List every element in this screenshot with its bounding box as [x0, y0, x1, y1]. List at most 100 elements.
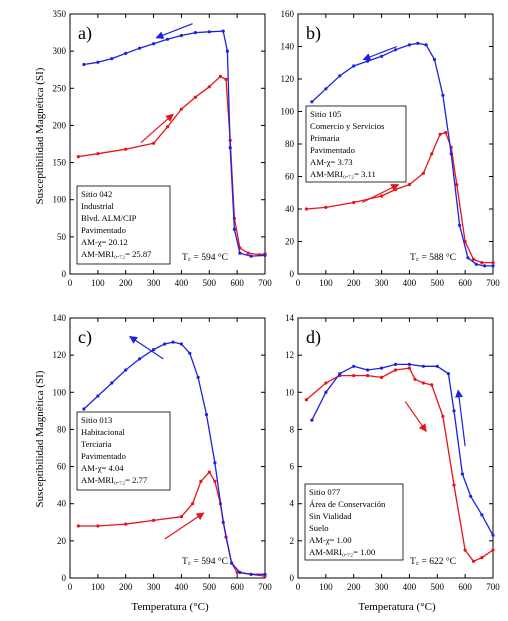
cooling-point [110, 57, 114, 61]
heating-point [421, 381, 425, 385]
heating-point [366, 374, 370, 378]
curie-temperature: T꜀ = 588 °C [410, 252, 456, 263]
y-tick-label: 300 [53, 46, 67, 56]
heating-arrow [164, 512, 205, 540]
heating-point [452, 483, 456, 487]
info-line: Pavimentado [81, 451, 126, 461]
panel-d: 0 100 200 300 400 500 600 700 0 2 4 6 8 10 12 14 d) Sitio… [285, 313, 500, 592]
cooling-point [165, 37, 170, 41]
heating-point [324, 205, 328, 209]
cooling-point [188, 351, 192, 355]
curie-temperature: T꜀ = 594 °C [182, 252, 228, 263]
heating-point [193, 95, 197, 99]
y-tick-label: 10 [285, 387, 295, 397]
y-tick-label: 40 [285, 204, 295, 214]
y-axis-label-bottom: Susceptibilidad Magnética (SI) [34, 370, 46, 508]
cooling-point [324, 87, 328, 91]
heating-point [246, 251, 250, 255]
x-axis-label-left: Temperatura (°C) [131, 601, 209, 613]
cooling-point [138, 46, 142, 50]
heating-point [179, 515, 183, 519]
heating-point [480, 261, 484, 265]
x-tick-label: 300 [375, 278, 389, 288]
heating-point [96, 524, 100, 528]
cooling-point [491, 533, 495, 537]
cooling-point [424, 43, 428, 47]
x-tick-label: 300 [375, 582, 389, 592]
info-box [305, 105, 407, 183]
y-tick-label: 100 [53, 387, 67, 397]
info-line: AM-χ= 20.12 [81, 237, 128, 247]
info-line: Terciaria [81, 439, 112, 449]
y-tick-label: 120 [53, 350, 67, 360]
x-tick-label: 0 [296, 278, 301, 288]
cooling-point [82, 62, 86, 67]
cooling-point [249, 254, 253, 258]
cooling-point [393, 362, 398, 366]
heating-point [207, 85, 211, 89]
y-tick-label: 350 [53, 9, 67, 19]
panel-label: b) [306, 23, 321, 44]
cooling-point [352, 64, 356, 68]
x-tick-label: 400 [175, 278, 189, 288]
heating-point [152, 141, 156, 145]
heating-point [430, 152, 434, 156]
heating-point [380, 375, 384, 379]
info-line: Sitio 105 [310, 109, 341, 119]
cooling-arrow [455, 389, 466, 447]
heating-point [213, 479, 217, 483]
y-tick-label: 140 [53, 313, 67, 323]
y-tick-label: 120 [281, 74, 295, 84]
plot-frame [297, 317, 494, 579]
cooling-curve [311, 42, 493, 267]
cooling-point [82, 407, 86, 411]
heating-point [96, 152, 100, 156]
cooling-point [338, 74, 342, 78]
x-tick-label: 100 [319, 278, 333, 288]
x-tick-label: 600 [230, 278, 244, 288]
x-tick-label: 100 [91, 582, 105, 592]
cooling-point [460, 472, 464, 476]
cooling-point [491, 264, 495, 268]
x-tick-label: 0 [68, 582, 73, 592]
cooling-point [446, 372, 450, 376]
heating-point [407, 366, 411, 370]
cooling-point [152, 348, 156, 352]
heating-curve [78, 75, 266, 256]
heating-point [393, 187, 398, 192]
plot-frame [69, 317, 266, 579]
x-tick-label: 600 [230, 582, 244, 592]
heating-point [218, 74, 222, 78]
cooling-point [221, 520, 225, 524]
info-line: AM-χ= 4.04 [81, 463, 124, 473]
y-tick-label: 14 [285, 313, 295, 323]
x-tick-label: 200 [347, 278, 361, 288]
heating-point [480, 556, 484, 560]
heating-point [471, 559, 476, 563]
cooling-point [124, 368, 128, 372]
y-tick-label: 100 [53, 195, 67, 205]
cooling-point [407, 362, 411, 366]
x-tick-label: 200 [347, 582, 361, 592]
panel-c: 0 100 200 300 400 500 600 700 0 20 40 60 80 100 120 140… [53, 313, 273, 592]
x-tick-label: 100 [91, 278, 105, 288]
heating-point [407, 183, 411, 187]
y-tick-label: 2 [290, 536, 295, 546]
info-line: Comercio y Servicios [310, 121, 385, 131]
curie-temperature: T꜀ = 594 °C [182, 556, 228, 567]
cooling-point [449, 152, 453, 156]
info-line: Sitio 042 [81, 189, 112, 199]
heating-point [304, 207, 308, 211]
y-axis-label-top: Susceptibilidad Magnética (SI) [34, 67, 46, 205]
cooling-point [232, 227, 236, 231]
cooling-point [452, 409, 456, 413]
y-tick-label: 50 [57, 232, 67, 242]
cooling-point [249, 572, 253, 576]
heating-point [124, 147, 128, 151]
x-tick-label: 500 [431, 582, 445, 592]
cooling-point [432, 57, 437, 62]
x-tick-label: 400 [403, 582, 417, 592]
x-tick-label: 400 [403, 278, 417, 288]
plot-frame [69, 13, 266, 275]
cooling-point [407, 43, 411, 47]
